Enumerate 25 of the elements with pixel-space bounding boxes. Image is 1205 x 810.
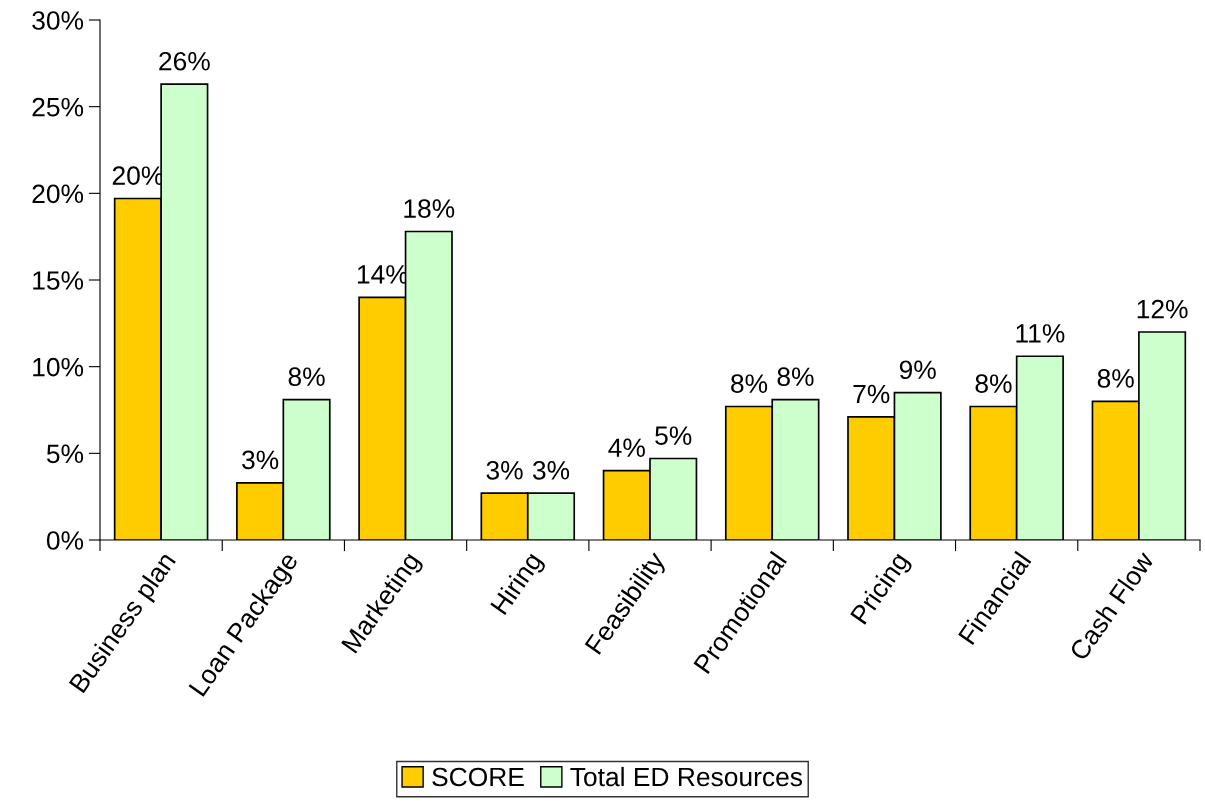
data-label: 12% [1137, 299, 1188, 319]
y-tick-label: 30% [32, 11, 84, 30]
data-label: 8% [288, 367, 325, 387]
data-label: 18% [404, 199, 455, 218]
data-label: 8% [1097, 369, 1134, 388]
y-tick-label: 10% [33, 357, 84, 377]
y-tick-label: 0% [46, 531, 84, 550]
data-label: 3% [532, 460, 570, 480]
data-label: 5% [655, 426, 692, 445]
data-label: 8% [731, 374, 768, 393]
y-tick-label: 25% [32, 97, 84, 117]
data-label: 8% [975, 374, 1012, 393]
y-tick-label: 20% [32, 184, 84, 204]
y-tick-label: 15% [33, 271, 84, 290]
data-label: 7% [853, 384, 890, 404]
data-label: 4% [608, 438, 645, 458]
data-label: 3% [242, 450, 279, 470]
data-label: 9% [899, 360, 936, 380]
data-label: 8% [777, 367, 814, 387]
legend-label: Total ED Resources [570, 766, 803, 787]
data-label: 3% [486, 460, 523, 480]
y-tick-label: 5% [46, 444, 84, 464]
data-label: 26% [159, 51, 210, 71]
legend-label: SCORE [432, 767, 524, 787]
data-label: 11% [1016, 324, 1065, 343]
